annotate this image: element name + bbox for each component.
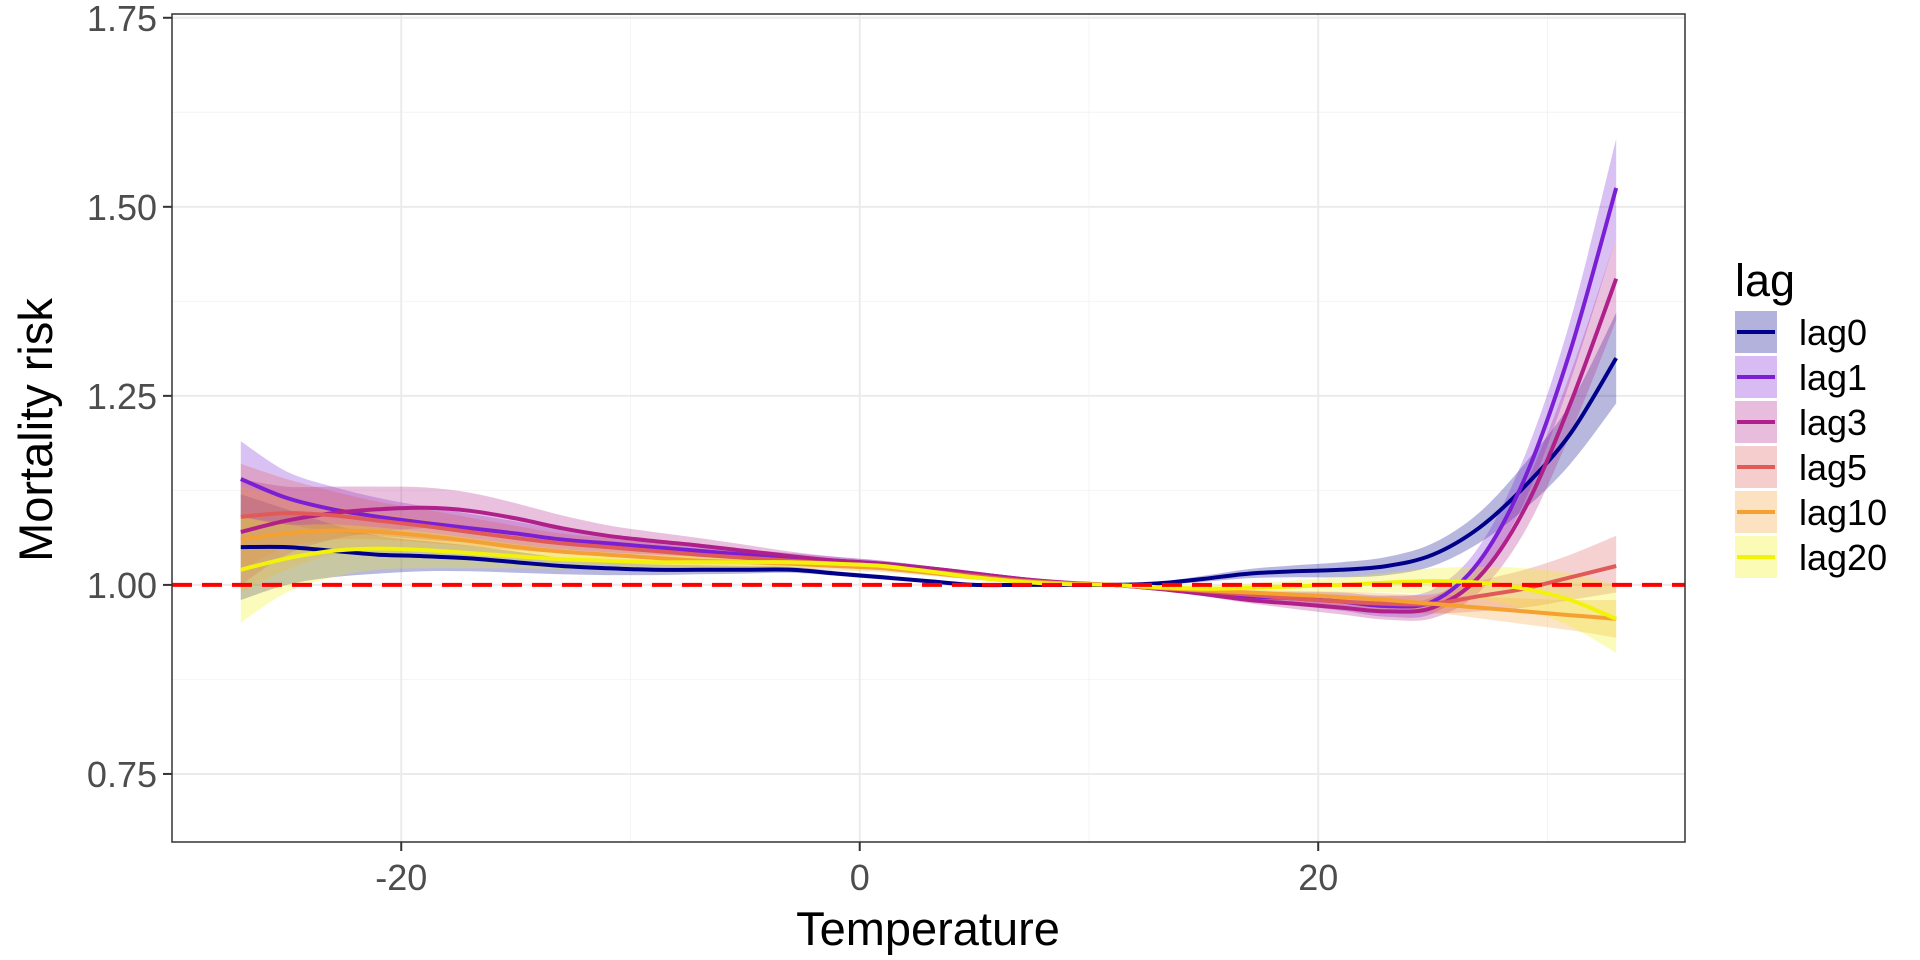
legend-title: lag	[1735, 255, 1795, 306]
line-lag3	[240, 278, 1619, 614]
legend-label: lag0	[1799, 312, 1867, 353]
line-lag20	[240, 546, 1617, 621]
legend-label: lag20	[1799, 537, 1887, 578]
grid-minor	[171, 14, 1685, 842]
y-axis-ticks: 0.75 1.00 1.25 1.50 1.75	[87, 0, 172, 795]
x-axis-title: Temperature	[796, 902, 1060, 955]
legend-label: lag3	[1799, 402, 1867, 443]
legend-item-lag1: lag1	[1735, 356, 1867, 398]
y-tick-label: 0.75	[87, 754, 157, 795]
y-tick-label: 1.50	[87, 187, 157, 228]
plot-background	[172, 14, 1685, 842]
legend-label: lag5	[1799, 447, 1867, 488]
series-lines	[240, 187, 1619, 621]
legend-item-lag20: lag20	[1735, 536, 1887, 578]
band-lag1	[240, 138, 1617, 618]
x-tick-label: -20	[375, 857, 427, 898]
legend-item-lag3: lag3	[1735, 401, 1867, 443]
x-tick-label: 0	[850, 857, 870, 898]
band-lag3	[240, 237, 1617, 621]
legend-item-lag5: lag5	[1735, 446, 1867, 488]
y-axis-title: Mortality risk	[9, 298, 62, 562]
band-lag0	[240, 312, 1617, 600]
legend-label: lag1	[1799, 357, 1867, 398]
x-axis-ticks: -20 0 20	[375, 842, 1338, 898]
legend-item-lag10: lag10	[1735, 491, 1887, 533]
y-tick-label: 1.00	[87, 565, 157, 606]
plot-border	[171, 13, 1686, 843]
y-tick-label: 1.25	[87, 376, 157, 417]
legend-item-lag0: lag0	[1735, 311, 1867, 353]
y-tick-label: 1.75	[87, 0, 157, 39]
legend-label: lag10	[1799, 492, 1887, 533]
line-lag0	[240, 357, 1618, 588]
x-tick-label: 20	[1298, 857, 1338, 898]
